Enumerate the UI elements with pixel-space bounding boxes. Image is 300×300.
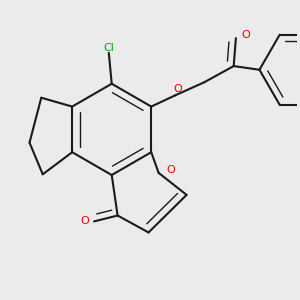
Text: O: O	[81, 216, 90, 226]
Text: O: O	[242, 30, 250, 40]
Text: O: O	[166, 165, 175, 175]
Text: Cl: Cl	[103, 44, 114, 53]
Text: O: O	[173, 84, 182, 94]
